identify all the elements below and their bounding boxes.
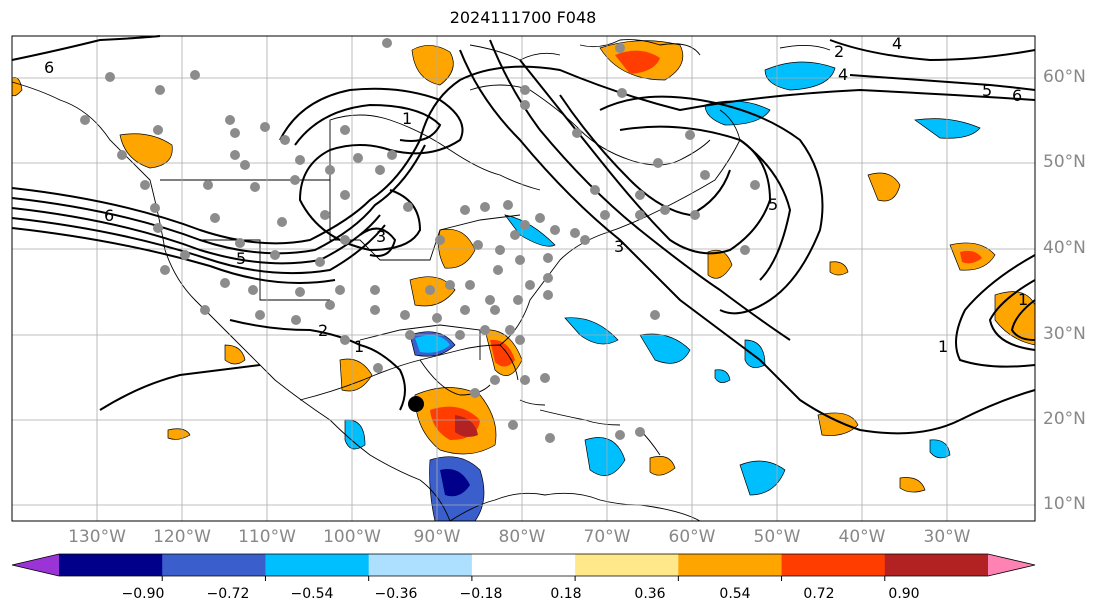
colorbar-outline [11,553,1036,577]
contour-label: 4 [838,65,848,84]
colorbar-extend-max [988,554,1035,576]
contour-label: 4 [892,34,902,53]
colorbar-segment [678,554,783,576]
lat-label: 20°N [1043,409,1086,429]
contour-label: 1 [354,337,364,356]
contour-labels: 6 1 6 5 2 1 4 5 6 4 2 1 1 3 5 3 [44,34,1028,356]
colorbar-segment [162,554,266,576]
lon-label: 30°W [923,527,971,547]
contour-label: 1 [938,337,948,356]
contour-label: 6 [104,206,114,225]
colorbar-tick-label: −0.90 [121,586,165,602]
colorbar-segment [471,554,576,576]
colorbar-segment [265,554,370,576]
lat-label: 60°N [1043,67,1086,87]
colorbar-tick-label: −0.54 [290,586,334,602]
lat-label: 40°N [1043,238,1086,258]
contour-label: 6 [44,58,54,77]
station-dots [80,38,760,443]
colorbar-tick-label: −0.18 [459,586,503,602]
colorbar-tick-label: 0.36 [634,586,666,602]
map-title: 2024111700 F048 [449,8,597,27]
colorbar-tick-label: −0.72 [206,586,250,602]
lon-label: 130°W [68,527,126,547]
colorbar-segment [884,554,989,576]
lon-label: 60°W [668,527,716,547]
colorbar-segment [59,554,163,576]
lon-label: 40°W [838,527,886,547]
lon-label: 100°W [323,527,381,547]
lat-label: 30°N [1043,324,1086,344]
colorbar-tick-label: 0.90 [888,586,920,602]
lon-label: 50°W [753,527,801,547]
lon-label: 70°W [583,527,631,547]
colorbar-tick-label: −0.36 [374,586,418,602]
contour-label: 6 [1012,86,1022,105]
lat-label: 10°N [1043,494,1086,514]
lon-label: 110°W [238,527,296,547]
lat-label: 50°N [1043,152,1086,172]
colorbar-segment [368,554,473,576]
contour-label: 2 [318,321,328,340]
contour-label: 5 [768,195,778,214]
colorbar-segment [575,554,679,576]
graticule [12,36,1035,521]
colorbar-extend-min [12,554,59,576]
colorbar-segment [781,554,886,576]
storm-center-marker [408,396,424,412]
contour-label: 3 [376,227,386,246]
contour-label: 5 [982,81,992,100]
colorbar-tick-label: 0.72 [803,586,835,602]
contour-label: 2 [834,42,844,61]
lon-label: 90°W [413,527,461,547]
lon-label: 120°W [153,527,211,547]
contour-label: 1 [402,109,412,128]
colorbar-tick-label: 0.54 [719,586,751,602]
contour-label: 1 [1018,290,1028,309]
contour-label: 3 [614,237,624,256]
contour-label: 5 [236,249,246,268]
colorbar [11,553,1036,581]
colorbar-tick-label: 0.18 [550,586,582,602]
lon-label: 80°W [498,527,546,547]
